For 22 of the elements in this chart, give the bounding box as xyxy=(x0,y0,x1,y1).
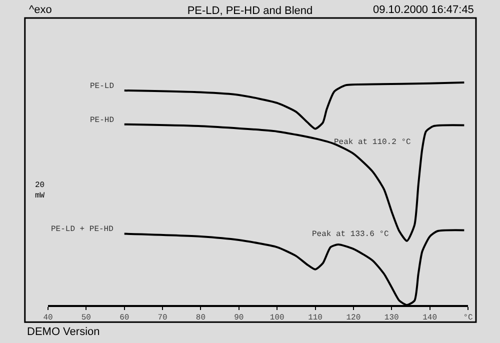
x-tick-label: 110 xyxy=(308,314,323,323)
series-label: PE-LD + PE-HD xyxy=(51,225,114,234)
annotation: Peak at 110.2 °C xyxy=(334,138,412,147)
x-tick-label: 40 xyxy=(43,314,53,323)
annotation: Peak at 133.6 °C xyxy=(312,230,390,239)
x-tick-label: 80 xyxy=(196,314,206,323)
x-tick-label: 100 xyxy=(270,314,284,323)
x-tick-label: °C xyxy=(463,314,473,323)
text: 09.10.2000 16:47:45 xyxy=(373,4,474,16)
text: ^exo xyxy=(29,4,52,16)
series-label: PE-HD xyxy=(90,116,114,125)
x-tick-label: 60 xyxy=(120,314,130,323)
x-tick-label: 120 xyxy=(346,314,361,323)
text: 20 mW xyxy=(35,181,45,200)
chart-title: PE-LD, PE-HD and Blend xyxy=(187,4,313,17)
x-tick-label: 90 xyxy=(234,314,244,323)
x-tick-label: 50 xyxy=(81,314,92,323)
x-tick-label: 140 xyxy=(422,314,438,323)
series-label: PE-LD xyxy=(90,82,114,91)
x-tick-label: 70 xyxy=(158,314,168,323)
text: DEMO Version xyxy=(27,326,100,338)
x-tick-label: 130 xyxy=(384,314,400,323)
